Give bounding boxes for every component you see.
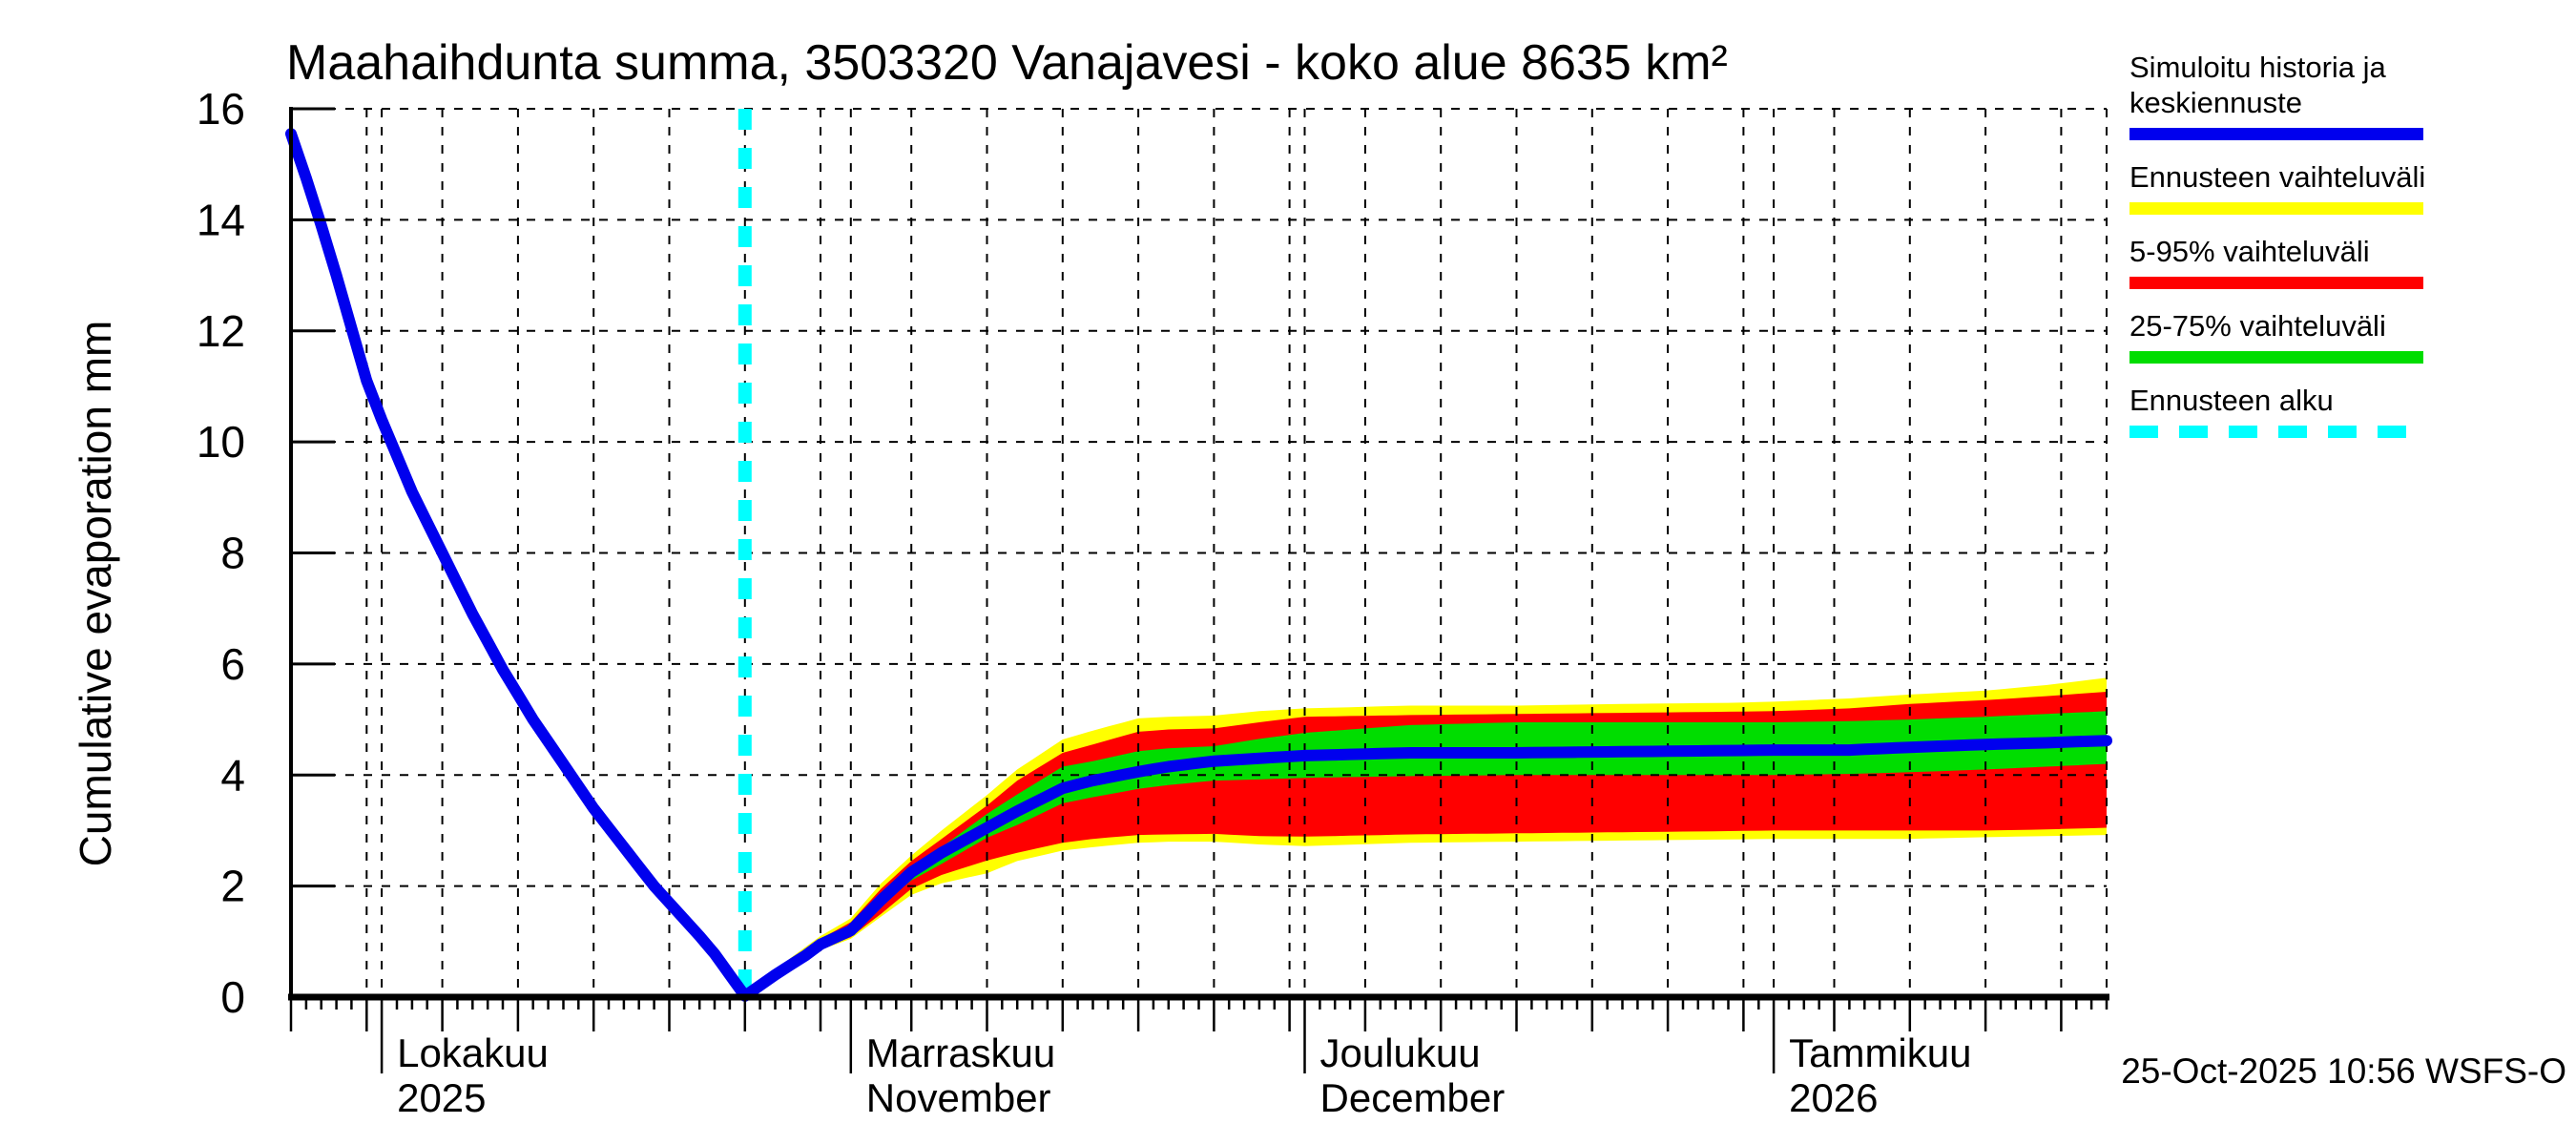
y-tick-label: 4 xyxy=(220,750,245,800)
legend-label: Ennusteen alku xyxy=(2129,384,2334,417)
legend-label: 5-95% vaihteluväli xyxy=(2129,235,2370,268)
legend-label: Simuloitu historia ja xyxy=(2129,51,2386,84)
y-tick-label: 12 xyxy=(197,306,245,356)
y-axis-label: Cumulative evaporation mm xyxy=(71,320,120,867)
x-month-label: Tammikuu xyxy=(1789,1030,1971,1075)
legend-item-median: Simuloitu historia ja keskiennuste xyxy=(2129,50,2568,140)
gridlines xyxy=(291,108,2108,997)
x-month-sublabel: November xyxy=(866,1075,1051,1120)
legend-label: Ennusteen vaihteluväli xyxy=(2129,160,2426,194)
y-tick-label: 8 xyxy=(220,529,245,578)
x-month-sublabel: December xyxy=(1320,1075,1506,1120)
legend-item-25-75: 25-75% vaihteluväli xyxy=(2129,308,2568,364)
x-month-label: Joulukuu xyxy=(1320,1030,1481,1075)
y-tick-label: 6 xyxy=(220,639,245,689)
median-line xyxy=(285,128,2112,1002)
y-tick-label: 14 xyxy=(197,195,245,244)
legend-item-forecast-start: Ennusteen alku xyxy=(2129,383,2568,438)
x-month-label: Marraskuu xyxy=(866,1030,1055,1075)
chart-legend: Simuloitu historia ja keskiennuste Ennus… xyxy=(2129,50,2568,457)
y-tick-label: 10 xyxy=(197,417,245,467)
legend-label: keskiennuste xyxy=(2129,86,2302,119)
x-month-sublabel: 2026 xyxy=(1789,1075,1878,1120)
chart-title: Maahaihdunta summa, 3503320 Vanajavesi -… xyxy=(286,35,1728,91)
legend-swatch-median-line xyxy=(2129,128,2423,140)
y-tick-label: 2 xyxy=(220,862,245,911)
forecast-bands xyxy=(744,677,2107,996)
y-tick-label: 16 xyxy=(197,84,245,134)
legend-swatch-forecast-start-line xyxy=(2129,426,2423,438)
x-month-label: Lokakuu xyxy=(397,1030,549,1075)
legend-label: 25-75% vaihteluväli xyxy=(2129,309,2386,343)
legend-swatch-5-95-band xyxy=(2129,277,2423,289)
x-month-sublabel: 2025 xyxy=(397,1075,486,1120)
axes xyxy=(288,107,2109,1073)
legend-item-5-95: 5-95% vaihteluväli xyxy=(2129,234,2568,289)
legend-swatch-range-band xyxy=(2129,202,2423,215)
timestamp: 25-Oct-2025 10:56 WSFS-O xyxy=(2121,1051,2566,1091)
legend-item-range: Ennusteen vaihteluväli xyxy=(2129,159,2568,215)
legend-swatch-25-75-band xyxy=(2129,351,2423,364)
y-tick-label: 0 xyxy=(220,972,245,1022)
